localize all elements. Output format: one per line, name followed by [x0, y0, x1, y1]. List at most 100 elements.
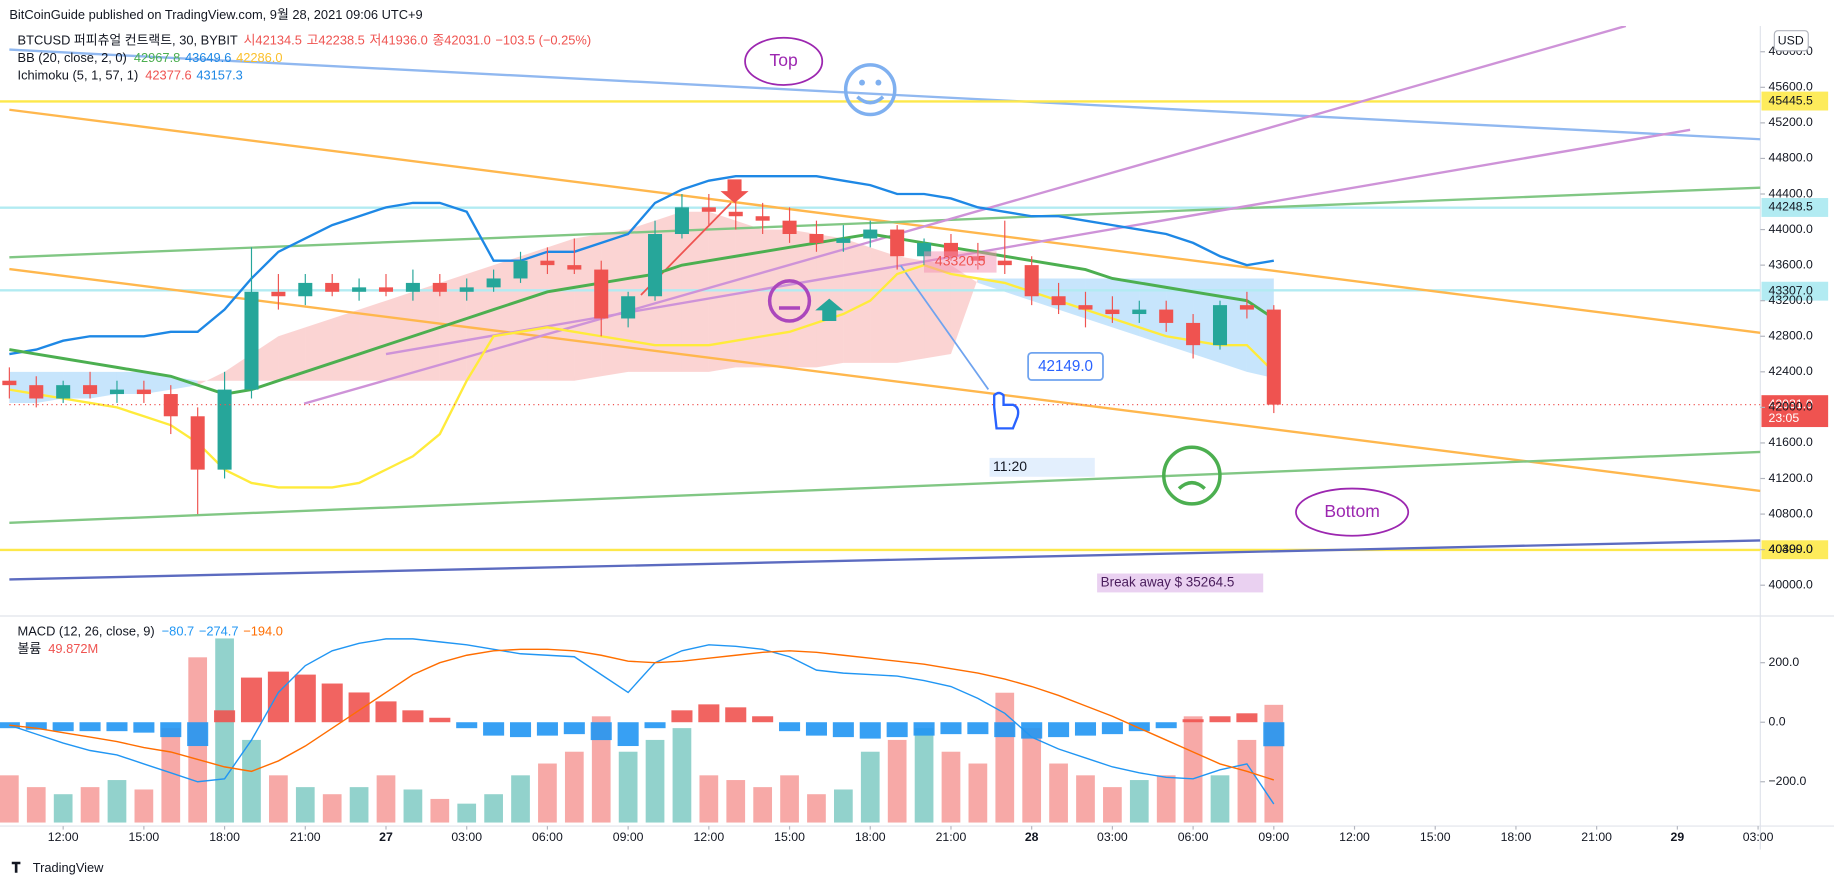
histogram-bar	[752, 716, 774, 723]
volume-bar	[941, 751, 961, 823]
macd-y-tick-label: 200.0	[1769, 655, 1800, 669]
trendline	[303, 25, 1627, 405]
candle-body	[1024, 265, 1039, 297]
sad-icon	[1162, 445, 1222, 506]
x-tick-label: 21:00	[290, 830, 321, 844]
eye	[875, 79, 882, 86]
cloud-segment	[547, 238, 575, 381]
candle-body	[244, 291, 259, 390]
histogram-bar	[187, 722, 209, 747]
histogram-bar	[160, 722, 182, 738]
countdown-label: 23:05	[1769, 411, 1800, 425]
cloud-segment	[950, 265, 978, 355]
volume-bar	[699, 775, 719, 823]
arrow	[899, 265, 990, 390]
cloud-segment	[897, 256, 925, 363]
histogram-bar	[805, 722, 827, 736]
cloud-segment	[843, 238, 871, 363]
candle-body	[863, 229, 878, 239]
cloud-segment	[197, 371, 225, 386]
histogram-bar	[859, 722, 881, 739]
cloud-segment	[1220, 278, 1247, 372]
x-tick-label: 29	[1671, 830, 1685, 844]
x-tick-label: 12:00	[1339, 830, 1370, 844]
histogram-bar	[832, 722, 854, 738]
macd-value: −80.7	[162, 624, 195, 639]
trendline	[9, 539, 1761, 581]
candle-body	[755, 216, 770, 221]
candle-body	[567, 265, 582, 270]
histogram-bar	[617, 722, 639, 747]
volume-bar	[1022, 728, 1042, 823]
volume-bar	[1210, 775, 1230, 823]
y-tick-label: 40800.0	[1769, 506, 1814, 520]
candle-body	[109, 389, 124, 395]
candle-body	[190, 416, 205, 470]
candle-body	[540, 260, 555, 266]
price-badge	[1761, 281, 1829, 301]
breakaway-box	[1097, 573, 1264, 593]
down-arrow-icon	[720, 179, 749, 203]
histogram-bar	[1155, 722, 1177, 729]
y-tick-label: 44000.0	[1769, 222, 1814, 236]
candle-body	[298, 282, 313, 297]
candle-body	[836, 238, 851, 243]
y-tick-label: 43600.0	[1769, 257, 1814, 271]
top-label: Top	[770, 50, 798, 70]
x-tick-label: 18:00	[1501, 830, 1532, 844]
sad-mouth	[1177, 480, 1206, 490]
ichimoku-value: 43157.3	[196, 68, 242, 83]
candle-body	[1186, 322, 1201, 346]
histogram-bar	[536, 722, 558, 736]
histogram-bar	[1074, 722, 1097, 736]
volume-bar	[645, 739, 665, 823]
candle-body	[1132, 309, 1147, 315]
cloud-segment	[520, 247, 548, 381]
bb-value: 42286.0	[236, 50, 282, 65]
candle-body	[648, 234, 663, 297]
trendline	[9, 48, 1761, 141]
volume-bar	[887, 739, 907, 823]
x-tick-label: 15:00	[1420, 830, 1451, 844]
candle-body	[29, 385, 44, 399]
histogram-bar	[967, 722, 989, 735]
volume-bar	[753, 787, 773, 823]
bb-value: 42967.8	[134, 50, 180, 65]
histogram-bar	[483, 722, 505, 736]
x-tick-label: 03:00	[1743, 830, 1774, 844]
candle-body	[701, 207, 716, 212]
macd-legend: MACD (12, 26, close, 9) −80.7 −274.7 −194.0	[18, 624, 283, 639]
symbol-legend: BTCUSD 퍼피츄얼 컨트랙트, 30, BYBIT 시42134.5 고4223…	[18, 33, 592, 48]
volume-bar	[53, 794, 73, 823]
signal-line	[9, 648, 1275, 781]
histogram-bar	[1101, 722, 1123, 735]
volume-bar	[403, 789, 423, 823]
x-tick-label: 09:00	[1258, 830, 1289, 844]
volume-bar	[1237, 739, 1257, 823]
cloud-segment	[278, 327, 306, 381]
candle-body	[890, 229, 905, 257]
candle-body	[405, 282, 420, 292]
macd-value: −194.0	[243, 624, 283, 639]
icons	[720, 63, 1222, 506]
volume-bar	[995, 692, 1015, 823]
time-box	[989, 457, 1095, 477]
cloud-segment	[439, 274, 467, 381]
volume-bar	[1049, 763, 1068, 823]
volume-bar	[26, 787, 46, 823]
histogram-bar	[886, 722, 908, 738]
volume-bar	[1183, 716, 1203, 823]
volume-bar	[807, 794, 826, 823]
x-tick-label: 09:00	[613, 830, 644, 844]
bb-name: BB (20, close, 2, 0)	[18, 50, 127, 65]
histogram-bar	[563, 722, 585, 735]
price-series	[2, 175, 1761, 515]
candle-body	[2, 380, 17, 386]
candle-body	[674, 207, 689, 235]
last-price-label: 42031.0	[1769, 397, 1814, 411]
candle-body	[1078, 305, 1093, 310]
target-label: 42149.0	[1038, 358, 1093, 375]
volume-bar	[484, 794, 503, 823]
price-badge	[1761, 540, 1829, 560]
